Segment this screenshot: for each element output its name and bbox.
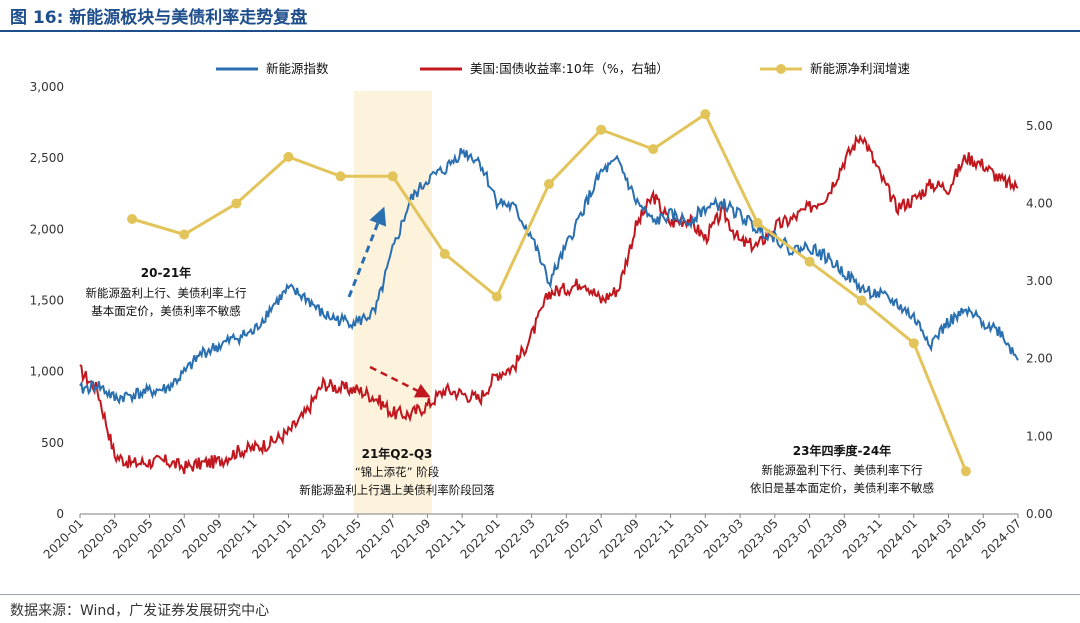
highlight-band [354, 91, 432, 514]
profit-point [283, 151, 294, 162]
anno-left-line2: 基本面定价，美债利率不敏感 [91, 304, 241, 318]
legend: 新能源指数 美国:国债收益率:10年（%，右轴） 新能源净利润增速 [216, 61, 911, 76]
anno-mid-line1: “锦上添花” 阶段 [355, 465, 440, 479]
source-note: 数据来源：Wind，广发证券发展研究中心 [10, 603, 270, 619]
figure-title: 图 16: 新能源板块与美债利率走势复盘 [10, 8, 308, 28]
title-rule [0, 30, 1080, 32]
profit-point [231, 198, 242, 209]
profit-point [700, 109, 711, 120]
down-arrow [369, 365, 431, 398]
up-arrow [347, 206, 387, 298]
anno-left-line1: 新能源盈利上行、美债利率上行 [86, 286, 247, 300]
y-left-tick-label: 1,000 [30, 365, 64, 379]
y-left-tick-label: 2,500 [30, 151, 64, 165]
profit-point [491, 291, 502, 302]
legend-index-label: 新能源指数 [266, 61, 329, 76]
anno-right-line2: 依旧是基本面定价，美债利率不敏感 [750, 481, 934, 495]
y-right-tick-label: 2.00 [1026, 352, 1053, 366]
series-index-line [79, 147, 1019, 405]
annotations: 20-21年 新能源盈利上行、美债利率上行 基本面定价，美债利率不敏感 21年Q… [86, 265, 935, 497]
profit-point [804, 256, 815, 267]
legend-yield-label: 美国:国债收益率:10年（%，右轴） [470, 61, 669, 76]
chart-area: 0 500 1,000 1,500 2,000 2,500 3,000 0.00 1.00 2.0… [30, 61, 1053, 562]
profit-point [960, 466, 971, 477]
anno-right-line1: 新能源盈利下行、美债利率下行 [762, 463, 923, 477]
y-left-tick-label: 2,000 [30, 222, 64, 236]
profit-point [752, 217, 763, 228]
series-yield-line [79, 133, 1019, 475]
y-right-tick-label: 1.00 [1026, 429, 1053, 443]
profit-point [439, 248, 450, 259]
anno-mid-line2: 新能源盈利上行遇上美债利率阶段回落 [299, 483, 495, 497]
profit-point [335, 171, 346, 182]
legend-profit-marker [776, 64, 786, 74]
y-right-tick-label: 0.00 [1026, 507, 1053, 521]
profit-point [908, 338, 919, 349]
footer-rule [0, 594, 1080, 595]
profit-point [856, 295, 867, 306]
profit-point [596, 124, 607, 135]
profit-point [127, 213, 138, 224]
anno-right-title: 23年四季度-24年 [793, 443, 891, 458]
profit-point [544, 179, 554, 190]
series-lines [79, 109, 1019, 477]
anno-mid-title: 21年Q2-Q3 [362, 446, 433, 461]
y-right-tick-label: 4.00 [1026, 196, 1053, 210]
annotation-arrows [347, 206, 431, 398]
y-right-tick-label: 5.00 [1026, 119, 1053, 133]
anno-left-title: 20-21年 [141, 265, 191, 280]
y-left-tick-label: 3,000 [30, 80, 64, 94]
legend-profit-label: 新能源净利润增速 [810, 61, 911, 76]
y-right-tick-label: 3.00 [1026, 274, 1053, 288]
profit-point [648, 144, 659, 155]
y-left-tick-label: 500 [41, 436, 64, 450]
profit-point [179, 229, 190, 240]
profit-point [387, 171, 398, 182]
y-left-tick-label: 1,500 [30, 294, 64, 308]
y-left-tick-label: 0 [56, 507, 64, 521]
